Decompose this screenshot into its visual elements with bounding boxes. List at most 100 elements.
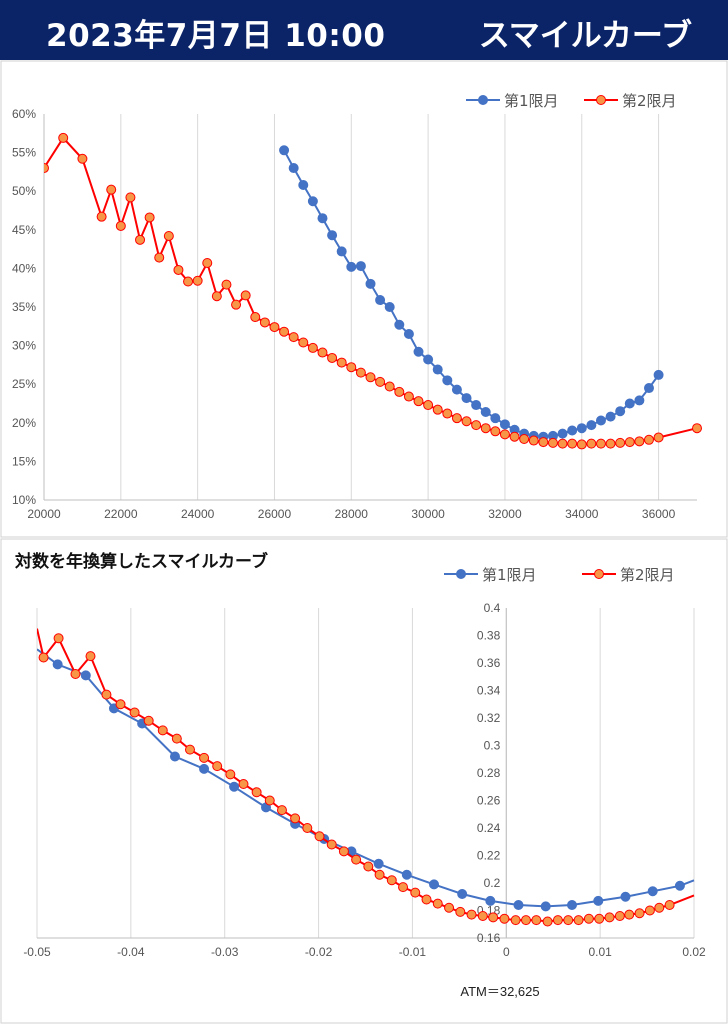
series-2-point [298,337,309,348]
series-2-point [432,404,443,415]
y-tick-label: 30% [12,339,36,353]
series-2-point [183,276,194,287]
series-2-point [125,192,136,203]
x-tick-label: 32000 [488,507,522,521]
series-2-point [538,437,549,448]
series-2-point [643,434,654,445]
series-2-point [225,769,236,780]
x-tick-label: -0.04 [117,945,145,959]
series-2-point [351,854,362,865]
series-1-point [365,278,376,289]
series-2-point [477,911,488,921]
x-tick-label: 30000 [411,507,445,521]
series-1-point [624,398,635,409]
x-tick-label: -0.03 [211,945,239,959]
y-tick-label: 0.2 [484,876,501,890]
y-tick-label: 0.16 [477,931,501,945]
series-2-point [70,669,81,679]
y-tick-label: 35% [12,300,36,314]
y-tick-label: 50% [12,184,36,198]
series-2-point [290,813,301,824]
legend-label-series2: 第2限月 [622,92,677,110]
series-1-line [283,149,660,438]
x-tick-label: 0.02 [682,945,706,959]
series-2-point [442,408,453,419]
series-1-point [605,411,616,422]
series-1-point [643,383,654,394]
series-2-point [77,153,88,164]
series-2-point [58,132,69,143]
series-2-point [552,915,563,926]
series-1-point [647,886,658,897]
series-2-point [499,429,510,440]
series-2-point [326,839,337,850]
series-2-point [573,915,584,926]
series-1-point [620,891,631,902]
series-1-point [593,895,604,906]
x-tick-label: -0.01 [399,945,427,959]
chart1-series [44,132,702,450]
legend-marker-series2 [594,569,604,579]
chart2-axes [37,608,694,939]
y-tick-label: 0.22 [477,849,501,863]
series-2-point [157,725,168,736]
series-2-point [276,805,287,816]
series-2-point [586,438,597,449]
y-tick-label: 10% [12,493,36,507]
series-2-point [314,831,325,842]
series-1-point [401,869,412,880]
series-2-point [692,423,702,434]
chart2-legend: 第1限月 第2限月 [444,566,675,584]
series-1-point [567,425,578,436]
x-tick-label: 28000 [335,507,369,521]
series-2-point [394,386,405,397]
smile-curve-chart: 20000 22000 24000 26000 28000 30000 32000 34000… [0,60,728,538]
series-2-point [101,689,112,700]
series-2-point [488,912,499,923]
series-2-point [202,257,213,268]
series-2-point [238,779,249,789]
y-tick-label: 60% [12,107,36,121]
series-2-point [250,312,261,323]
x-tick-label: 24000 [181,507,215,521]
y-tick-label: 0.26 [477,794,501,808]
x-tick-label: 34000 [565,507,599,521]
series-2-point [444,902,455,913]
series-2-point [221,279,232,290]
series-2-point [302,823,313,833]
series-2-point [542,916,553,927]
y-tick-label: 0.4 [484,601,501,615]
x-tick-label: 0.01 [588,945,612,959]
chart2-title: 対数を年換算したスマイルカーブ [14,551,268,572]
series-1-point [566,900,577,910]
series-2-point [279,326,290,337]
series-1-point [674,880,685,891]
series-1-point [461,393,472,404]
chart1-frame [0,60,728,538]
series-2-point [557,438,568,449]
y-tick-label: 40% [12,261,36,275]
series-2-point [520,915,531,926]
series-1 [279,145,664,442]
series-1-point [653,369,664,380]
series-2-point [327,352,338,363]
y-tick-label: 25% [12,377,36,391]
series-2-point [455,906,466,917]
series-2-point [192,275,203,286]
series-2-point [338,846,349,857]
series-2-point [528,435,539,446]
series-2-point [85,651,96,662]
series-2-point [653,432,664,443]
series-1-point [457,889,468,899]
series-1-point [279,145,290,156]
series-2-point [355,367,366,378]
series-1-point [355,261,366,272]
chart1-x-tick-labels: 20000 22000 24000 26000 28000 30000 32000 34000… [27,507,675,521]
chart2-frame [0,538,728,1024]
series-2-point [510,915,521,926]
y-tick-label: 45% [12,223,36,237]
series-1-point [513,900,524,910]
x-tick-label: 22000 [104,507,138,521]
series-1-point [52,659,63,670]
series-2-point [664,900,675,910]
